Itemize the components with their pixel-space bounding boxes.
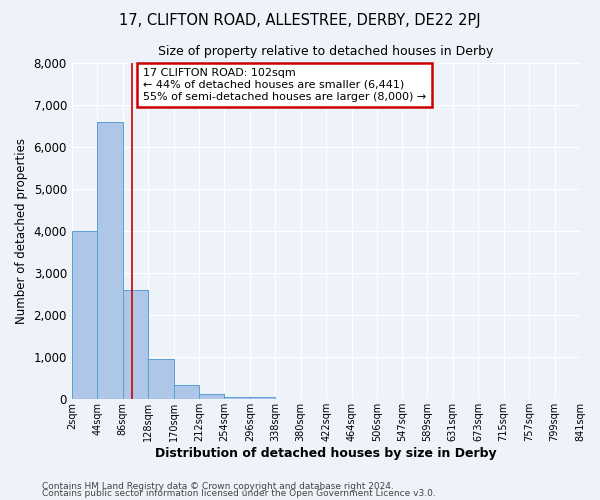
Text: 17 CLIFTON ROAD: 102sqm
← 44% of detached houses are smaller (6,441)
55% of semi: 17 CLIFTON ROAD: 102sqm ← 44% of detache… xyxy=(143,68,426,102)
Bar xyxy=(173,386,199,399)
Text: Contains HM Land Registry data © Crown copyright and database right 2024.: Contains HM Land Registry data © Crown c… xyxy=(42,482,394,491)
Bar xyxy=(224,396,250,399)
Text: 17, CLIFTON ROAD, ALLESTREE, DERBY, DE22 2PJ: 17, CLIFTON ROAD, ALLESTREE, DERBY, DE22… xyxy=(119,12,481,28)
Bar xyxy=(97,122,122,399)
Title: Size of property relative to detached houses in Derby: Size of property relative to detached ho… xyxy=(158,45,494,58)
Bar xyxy=(250,397,275,399)
Bar xyxy=(148,359,173,399)
Y-axis label: Number of detached properties: Number of detached properties xyxy=(15,138,28,324)
X-axis label: Distribution of detached houses by size in Derby: Distribution of detached houses by size … xyxy=(155,447,497,460)
Bar xyxy=(72,231,97,399)
Text: Contains public sector information licensed under the Open Government Licence v3: Contains public sector information licen… xyxy=(42,490,436,498)
Bar xyxy=(199,394,224,399)
Bar xyxy=(122,290,148,399)
